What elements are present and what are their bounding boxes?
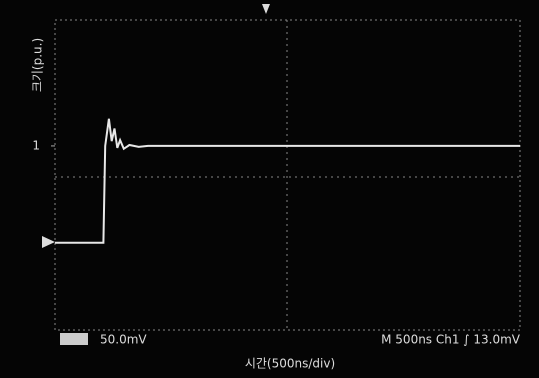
channel-label: 50.0mV [100,333,147,347]
background [0,0,539,378]
channel-badge [60,333,88,345]
x-axis-label: 시간(500ns/div) [245,357,335,371]
y-tick-label: 1 [32,138,40,152]
y-axis-label: 크기(p.u.) [31,38,45,92]
status-label: M 500ns Ch1 ∫ 13.0mV [381,333,521,347]
scope-screen: 크기(p.u.) 50.0mV M 500ns Ch1 ∫ 13.0mV 시간(… [0,0,539,378]
